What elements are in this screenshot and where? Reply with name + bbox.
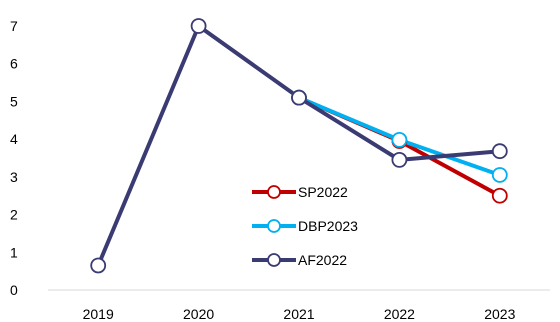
data-point-dbp2023 xyxy=(491,167,508,183)
data-point-af2022 xyxy=(491,143,508,160)
y-axis-ticks: 0 1 2 3 4 5 6 7 xyxy=(10,18,18,298)
x-tick-label: 2022 xyxy=(384,306,415,322)
data-point-af2022 xyxy=(291,89,307,106)
legend: SP2022 DBP2023 AF2022 xyxy=(252,184,358,268)
x-tick-label: 2020 xyxy=(183,306,214,322)
data-point-dbp2023 xyxy=(391,131,408,148)
x-axis-ticks: 2019 2020 2021 2022 2023 xyxy=(83,306,516,322)
data-point-af2022 xyxy=(391,151,408,168)
legend-marker xyxy=(267,219,281,233)
x-tick-label: 2019 xyxy=(83,306,114,322)
y-tick-label: 7 xyxy=(10,18,18,34)
y-tick-label: 3 xyxy=(10,169,18,185)
data-point-af2022 xyxy=(190,18,207,34)
y-tick-label: 6 xyxy=(10,56,18,72)
legend-marker xyxy=(267,253,281,267)
y-tick-label: 2 xyxy=(10,207,18,223)
legend-item: SP2022 xyxy=(252,184,348,200)
legend-label: AF2022 xyxy=(298,252,347,268)
legend-label: SP2022 xyxy=(298,184,348,200)
y-tick-label: 4 xyxy=(10,131,18,147)
legend-marker xyxy=(267,185,281,199)
legend-item: DBP2023 xyxy=(252,218,358,234)
legend-item: AF2022 xyxy=(252,252,347,268)
legend-label: DBP2023 xyxy=(298,218,358,234)
series-markers xyxy=(90,18,508,274)
data-point-af2022 xyxy=(90,257,107,274)
x-tick-label: 2021 xyxy=(283,306,314,322)
y-tick-label: 0 xyxy=(10,282,18,298)
x-tick-label: 2023 xyxy=(484,306,515,322)
y-tick-label: 5 xyxy=(10,93,18,109)
y-tick-label: 1 xyxy=(10,244,18,260)
data-point-sp2022 xyxy=(491,187,508,204)
